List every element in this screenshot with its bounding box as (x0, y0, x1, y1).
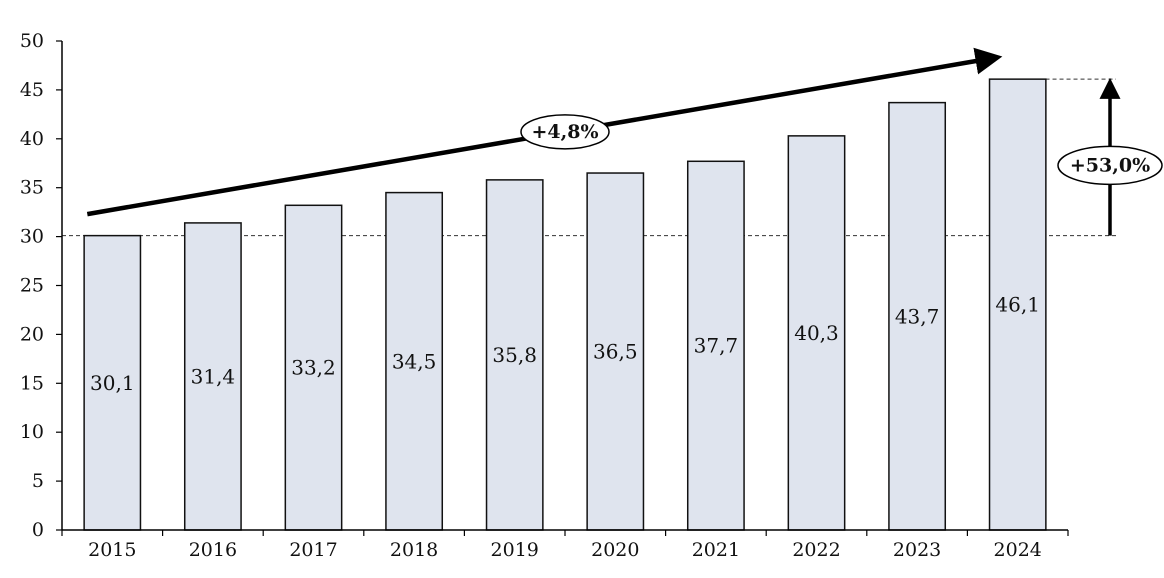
y-tick-label: 50 (20, 30, 44, 52)
trend-badge: +4,8% (520, 114, 610, 150)
bar-2015 (83, 234, 142, 531)
y-tick-label: 30 (20, 226, 44, 248)
y-tick-label: 0 (32, 519, 44, 541)
growth-badge-label: +53,0% (1070, 154, 1150, 176)
bar-2018 (385, 191, 444, 531)
x-tick-label: 2019 (491, 539, 539, 561)
data-label-2023: 43,7 (895, 304, 940, 328)
bar-2021 (686, 160, 745, 531)
growth-badge-ellipse (1057, 145, 1163, 186)
x-tick-label: 2018 (390, 539, 438, 561)
y-tick-label: 5 (32, 470, 44, 492)
y-tick-label: 35 (20, 177, 44, 199)
data-labels: 30,1 31,4 33,2 34,5 35,8 36,5 37,7 40,3 43,7 46,1 (90, 293, 1040, 395)
x-tick-label: 2023 (893, 539, 941, 561)
data-label-2022: 40,3 (794, 321, 839, 345)
x-tick-label: 2021 (692, 539, 740, 561)
y-tick-label: 20 (20, 323, 44, 345)
data-label-2024: 46,1 (995, 293, 1040, 317)
y-tick-label: 10 (20, 421, 44, 443)
data-label-2017: 33,2 (291, 356, 336, 380)
x-axis-ticks: 2015 2016 2017 2018 2019 2020 2021 2022 2023 2024 (61, 530, 1069, 561)
y-tick-label: 45 (20, 79, 44, 101)
data-label-2019: 35,8 (492, 343, 537, 367)
y-tick-label: 40 (20, 128, 44, 150)
trend-badge-label: +4,8% (531, 121, 598, 143)
bar-2024 (988, 78, 1047, 531)
x-tick-label: 2015 (88, 539, 136, 561)
bar-2017 (284, 204, 343, 531)
x-tick-label: 2020 (591, 539, 639, 561)
x-tick-label: 2016 (189, 539, 237, 561)
y-tick-label: 15 (20, 372, 44, 394)
growth-badge: +53,0% (1057, 145, 1163, 186)
data-label-2015: 30,1 (90, 371, 135, 395)
data-label-2018: 34,5 (392, 349, 437, 373)
trend-badge-ellipse (520, 114, 610, 150)
bars (83, 78, 1047, 531)
data-label-2020: 36,5 (593, 340, 638, 364)
y-axis-ticks: 0 5 10 15 20 25 30 35 40 45 50 (20, 30, 62, 541)
bar-2019 (485, 179, 544, 531)
data-label-2016: 31,4 (191, 364, 236, 388)
x-tick-label: 2024 (994, 539, 1042, 561)
x-tick-label: 2017 (289, 539, 337, 561)
bar-2020 (586, 172, 645, 531)
x-tick-label: 2022 (792, 539, 840, 561)
y-tick-label: 25 (20, 275, 44, 297)
bar-2016 (183, 222, 242, 531)
data-label-2021: 37,7 (694, 334, 739, 358)
